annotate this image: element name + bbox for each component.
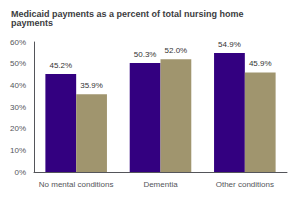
svg-text:Medicaid payments as a percent: Medicaid payments as a percent of total … — [11, 8, 247, 19]
svg-text:10%: 10% — [10, 146, 26, 155]
svg-text:20%: 20% — [10, 124, 26, 133]
svg-text:45.2%: 45.2% — [49, 61, 72, 70]
svg-text:40%: 40% — [10, 81, 26, 90]
svg-text:45.9%: 45.9% — [249, 59, 272, 68]
svg-text:Other conditions: Other conditions — [216, 180, 274, 189]
svg-text:30%: 30% — [10, 103, 26, 112]
svg-text:50.3%: 50.3% — [134, 50, 157, 59]
svg-text:payments: payments — [11, 18, 53, 28]
svg-text:35.9%: 35.9% — [80, 81, 103, 90]
svg-text:Dementia: Dementia — [143, 180, 178, 189]
svg-text:0%: 0% — [14, 168, 26, 177]
svg-text:No mental conditions: No mental conditions — [39, 180, 114, 189]
svg-text:52.0%: 52.0% — [165, 46, 188, 55]
svg-text:50%: 50% — [10, 59, 26, 68]
svg-text:54.9%: 54.9% — [218, 40, 241, 49]
svg-text:60%: 60% — [10, 38, 26, 47]
